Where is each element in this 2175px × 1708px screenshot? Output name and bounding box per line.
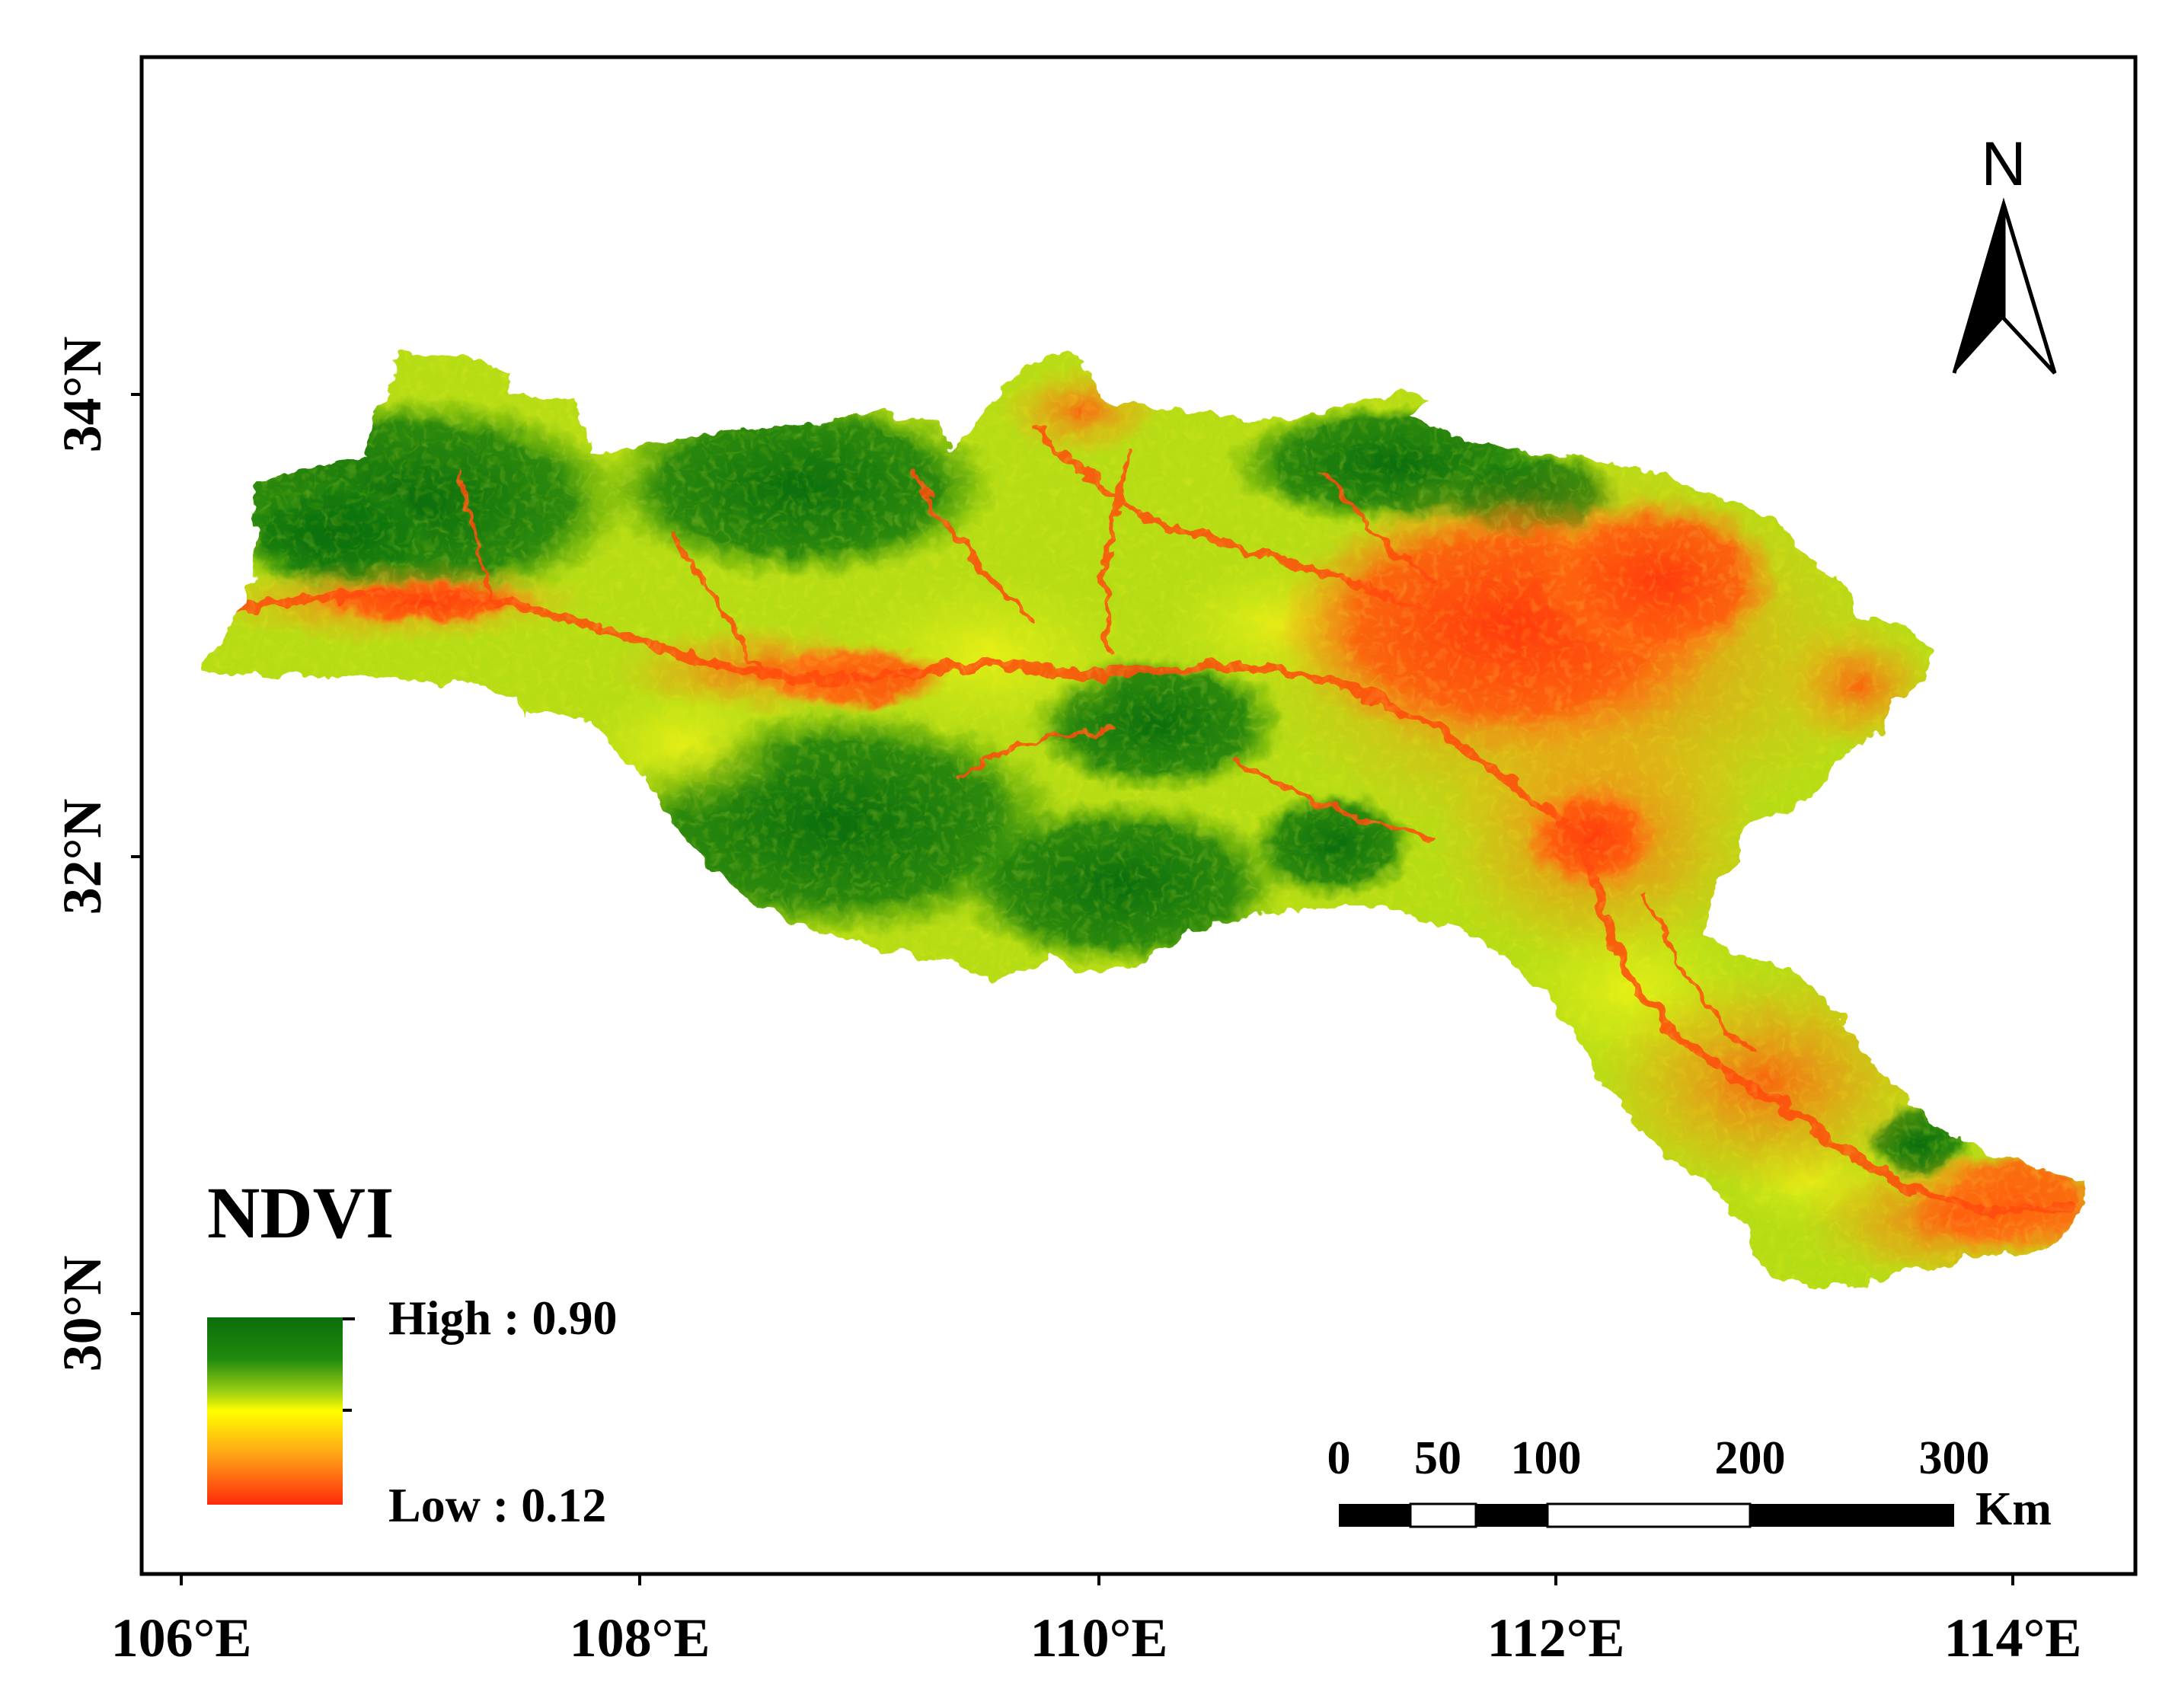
- scale-label-0: 0: [1327, 1432, 1351, 1484]
- legend-title: NDVI: [207, 1172, 394, 1253]
- x-tick-label-110: 110°E: [1030, 1607, 1168, 1668]
- scale-label-100: 100: [1511, 1432, 1582, 1484]
- x-tick-label-106: 106°E: [111, 1607, 252, 1668]
- y-tick-label-34: 34°N: [52, 337, 113, 453]
- x-tick-label-112: 112°E: [1487, 1607, 1625, 1668]
- legend-high-label: High : 0.90: [388, 1291, 617, 1345]
- scale-segment-75-200: [1546, 1502, 1752, 1528]
- scale-segment-200-300: [1750, 1504, 1954, 1527]
- scale-label-50: 50: [1414, 1432, 1461, 1484]
- scale-segment-50-75: [1476, 1504, 1547, 1527]
- y-tick-label-32: 32°N: [52, 799, 113, 915]
- raster-speckle: [202, 352, 2087, 1287]
- study-region: [202, 352, 2087, 1287]
- scale-label-200: 200: [1715, 1432, 1786, 1484]
- x-tick-label-108: 108°E: [570, 1607, 711, 1668]
- scale-unit: Km: [1975, 1483, 2052, 1535]
- scale-label-300: 300: [1919, 1432, 1990, 1484]
- scale-segment-25-50: [1409, 1502, 1477, 1528]
- y-axis: [131, 393, 142, 1315]
- north-label: N: [1981, 129, 2026, 199]
- legend-low-label: Low : 0.12: [388, 1478, 606, 1532]
- legend: NDVI High : 0.90 Low : 0.12: [207, 1172, 617, 1532]
- y-tick-label-30: 30°N: [52, 1256, 113, 1372]
- north-arrow-icon: [1952, 197, 2057, 375]
- legend-color-ramp: [207, 1317, 343, 1505]
- x-axis: [180, 1574, 2014, 1585]
- scale-segment-0-25: [1339, 1504, 1410, 1527]
- scale-bar: 0 50 100 200 300 Km: [1327, 1432, 2052, 1535]
- north-arrow-outline: [1952, 197, 2057, 374]
- north-arrow: N: [1952, 129, 2057, 375]
- x-tick-label-114: 114°E: [1944, 1607, 2082, 1668]
- map-frame: [139, 55, 2138, 1576]
